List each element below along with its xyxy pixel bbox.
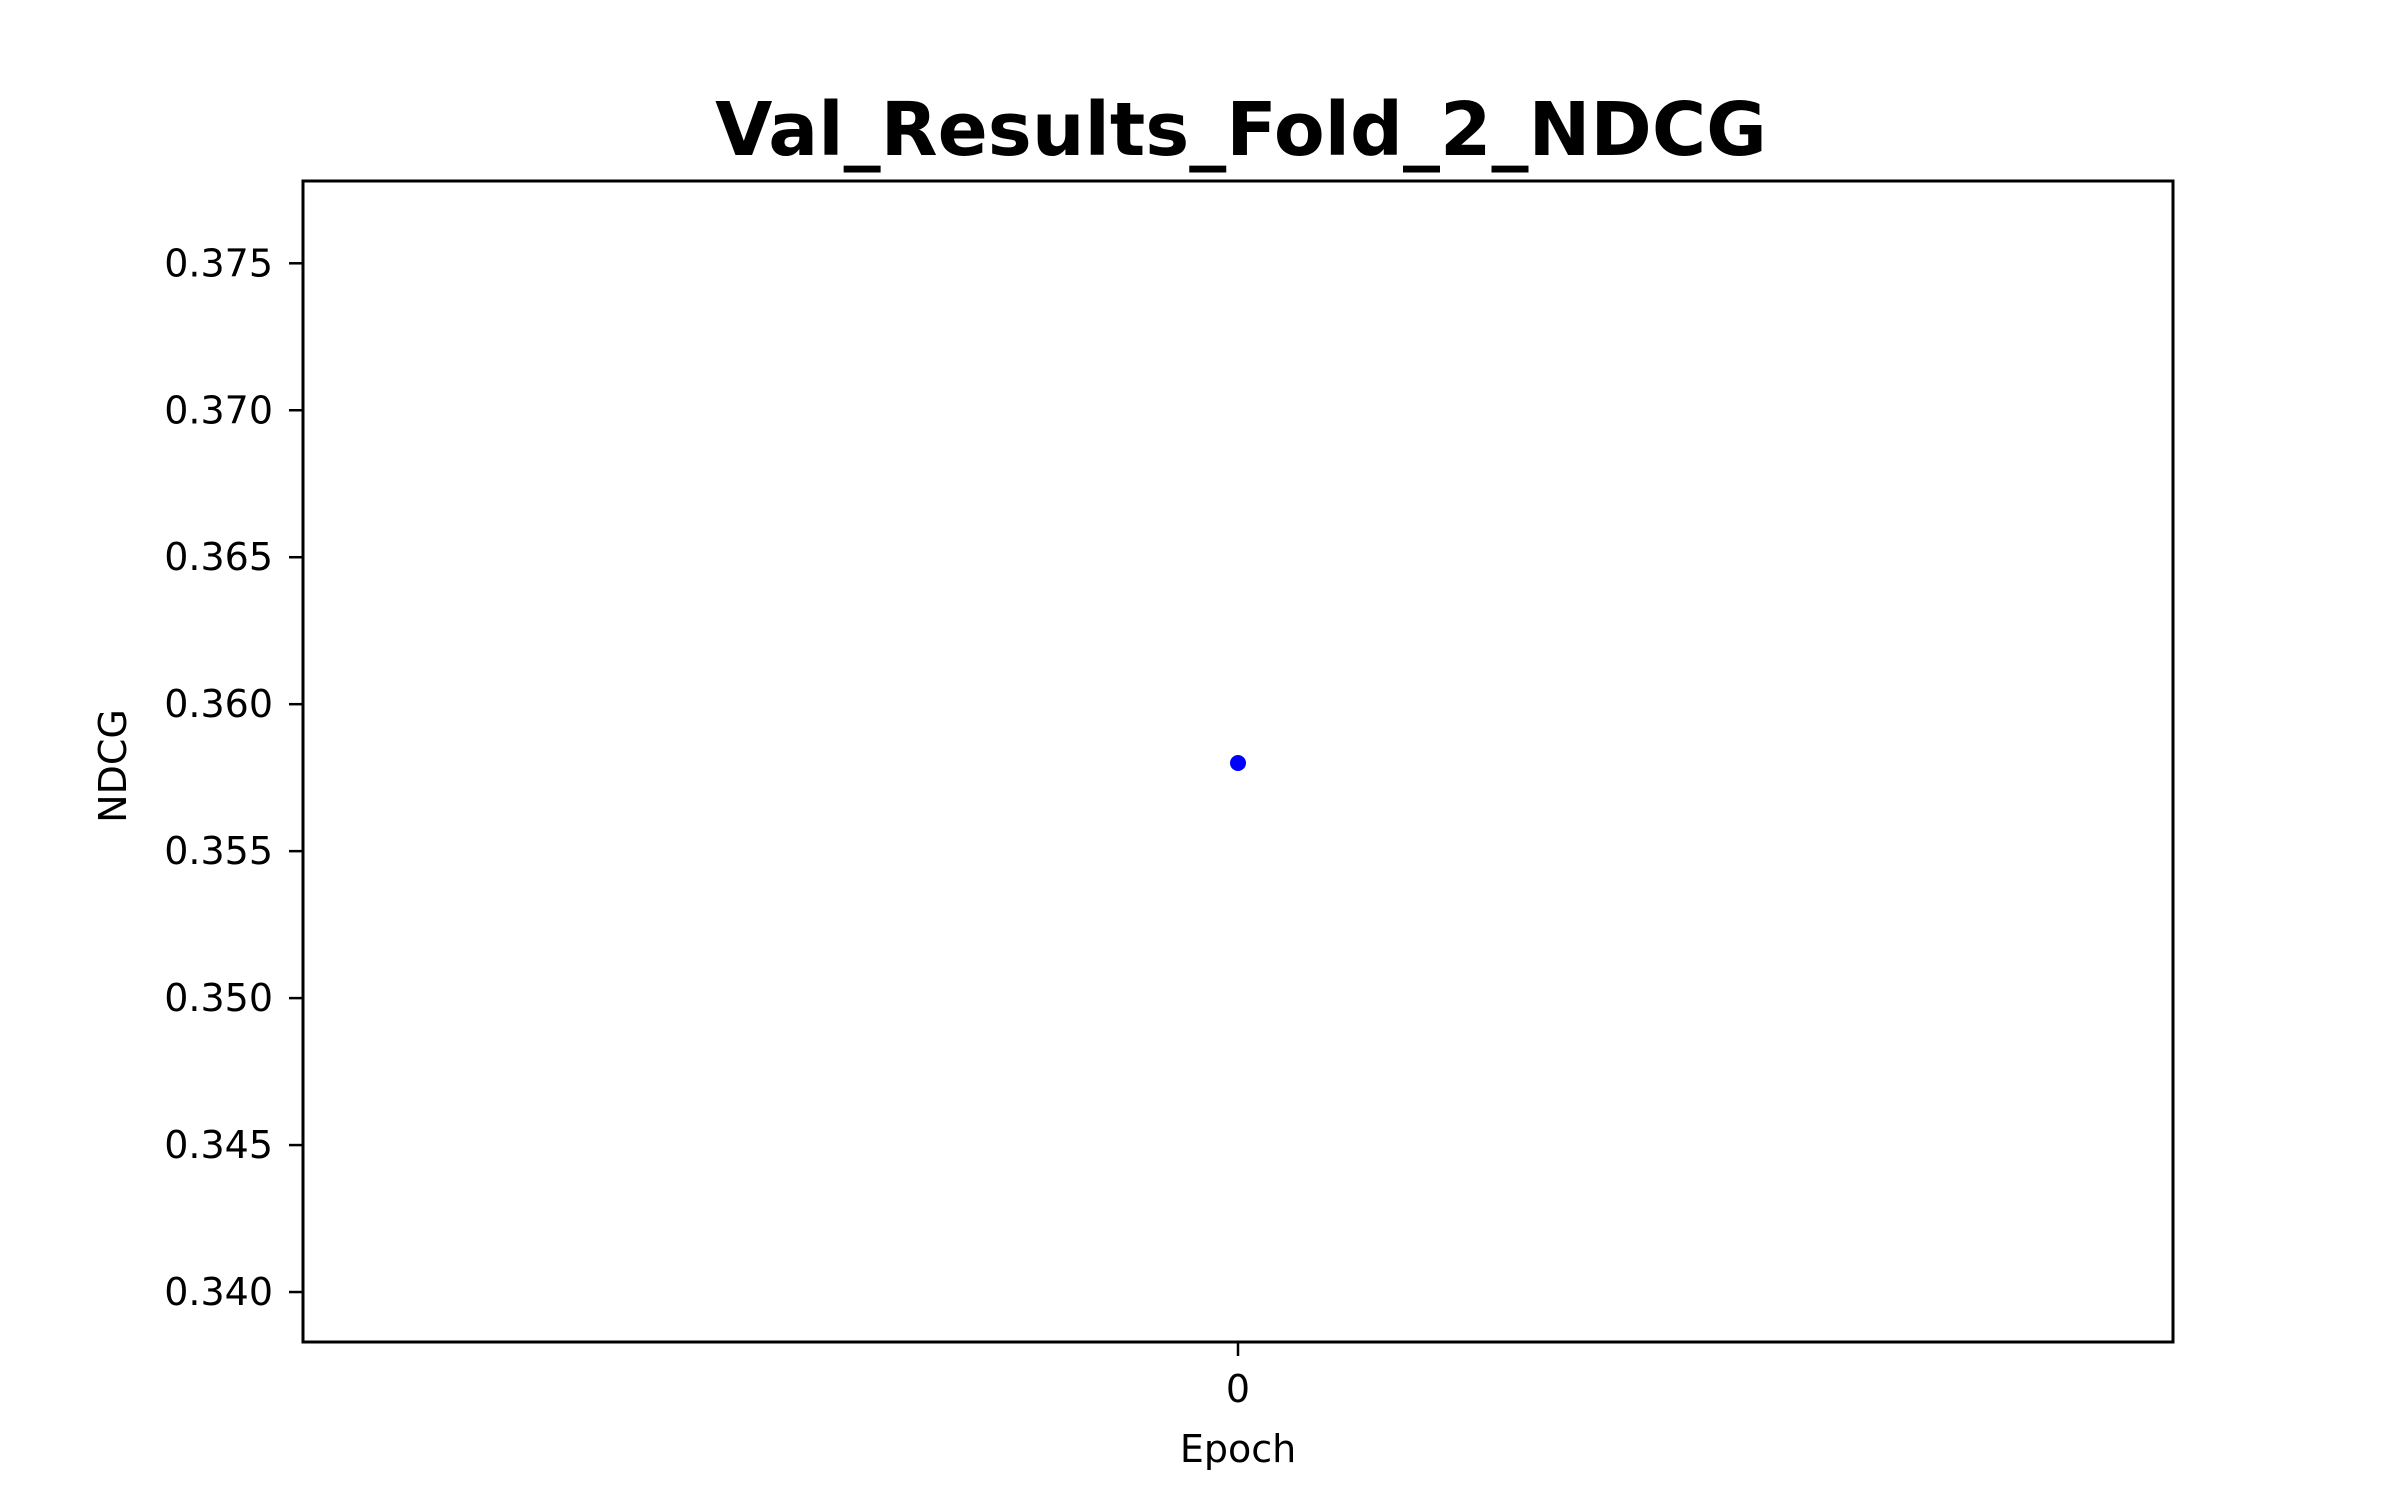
data-points bbox=[1230, 754, 1246, 771]
y-tick-label: 0.340 bbox=[164, 1270, 273, 1314]
y-axis: 0.340 0.345 0.350 0.355 0.360 0.365 0.370 0.375 bbox=[164, 241, 303, 1314]
y-tick-label: 0.375 bbox=[164, 241, 273, 285]
y-tick-label: 0.370 bbox=[164, 388, 273, 432]
x-axis-label: Epoch bbox=[1180, 1427, 1296, 1471]
y-tick-label: 0.350 bbox=[164, 976, 273, 1020]
y-tick-label: 0.365 bbox=[164, 535, 273, 579]
y-tick-label: 0.360 bbox=[164, 682, 273, 726]
y-axis-label: NDCG bbox=[91, 709, 135, 823]
y-tick-label: 0.355 bbox=[164, 829, 273, 873]
chart-title: Val_Results_Fold_2_NDCG bbox=[715, 87, 1767, 173]
x-axis: 0 bbox=[1226, 1342, 1250, 1411]
data-point bbox=[1230, 754, 1246, 771]
y-tick-label: 0.345 bbox=[164, 1123, 273, 1167]
x-tick-label: 0 bbox=[1226, 1367, 1250, 1411]
